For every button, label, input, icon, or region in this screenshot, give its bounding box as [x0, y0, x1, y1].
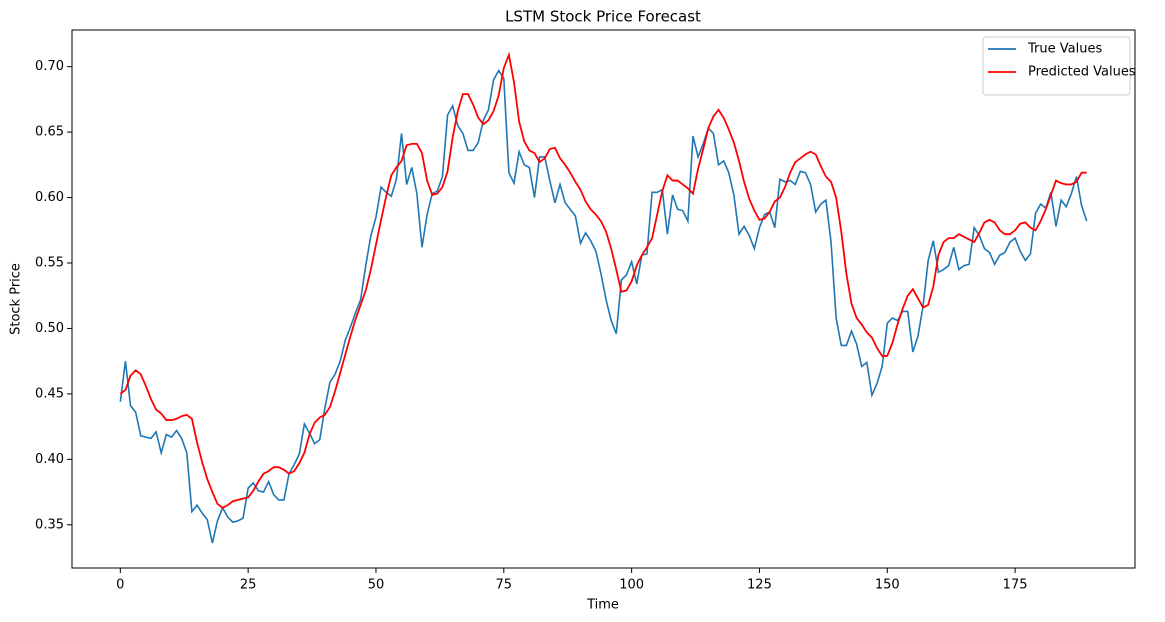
- x-tick-label: 175: [1003, 578, 1028, 593]
- y-tick-label: 0.40: [35, 452, 64, 467]
- x-tick-label: 150: [875, 578, 900, 593]
- x-tick-label: 125: [747, 578, 772, 593]
- legend-box: [982, 36, 1131, 96]
- x-tick-label: 75: [496, 578, 513, 593]
- chart-title: LSTM Stock Price Forecast: [505, 8, 701, 26]
- legend-label: True Values: [1027, 42, 1102, 57]
- y-tick-label: 0.55: [35, 256, 64, 271]
- data-line: [119, 51, 1087, 509]
- x-tick-label: 0: [116, 578, 124, 593]
- y-tick-label: 0.60: [35, 190, 64, 205]
- y-tick-label: 0.65: [35, 125, 64, 140]
- y-tick-label: 0.50: [35, 321, 64, 336]
- data-line: [119, 69, 1088, 544]
- y-tick-label: 0.45: [35, 386, 64, 401]
- y-axis-label: Stock Price: [9, 263, 24, 335]
- legend-label: Predicted Values: [1028, 65, 1136, 80]
- plot-frame: [71, 29, 1136, 569]
- legend: True Values Predicted Values: [982, 36, 1136, 96]
- y-tick-label: 0.35: [35, 517, 64, 532]
- x-tick-label: 100: [619, 578, 644, 593]
- x-tick-label: 50: [368, 578, 385, 593]
- x-tick-label: 25: [240, 578, 257, 593]
- x-axis-label: Time: [586, 598, 619, 613]
- y-tick-label: 0.70: [35, 59, 64, 74]
